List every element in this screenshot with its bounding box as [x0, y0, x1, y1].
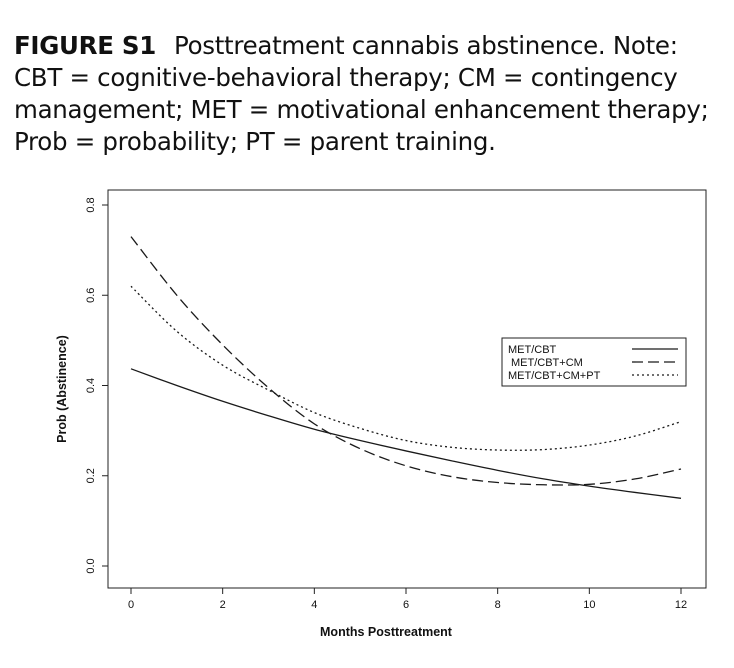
- legend-label: MET/CBT: [508, 344, 557, 356]
- x-tick-label: 4: [311, 599, 317, 611]
- caption-text: Posttreatment cannabis abstinence. Note:…: [14, 31, 709, 156]
- y-tick-label: 0.2: [85, 468, 97, 483]
- x-tick-label: 0: [128, 599, 134, 611]
- x-tick-label: 2: [220, 599, 226, 611]
- series-line-3: [130, 285, 682, 451]
- y-axis: 0.0 0.2 0.4 0.6 0.8: [85, 197, 109, 574]
- figure-caption: FIGURE S1 Posttreatment cannabis abstinen…: [14, 30, 724, 158]
- series-line-1: [130, 368, 682, 499]
- x-tick-label: 12: [675, 599, 687, 611]
- x-tick-label: 10: [583, 599, 595, 611]
- y-tick-label: 0.4: [85, 378, 97, 393]
- series-line-2: [130, 236, 682, 486]
- x-tick-label: 6: [403, 599, 409, 611]
- x-axis-label: Months Posttreatment: [320, 625, 453, 639]
- legend-label: MET/CBT+CM: [511, 357, 583, 369]
- y-tick-label: 0.0: [85, 558, 97, 573]
- y-tick-label: 0.8: [85, 197, 97, 212]
- y-axis-label: Prob (Abstinence): [55, 335, 69, 443]
- plot-frame: [107, 189, 707, 589]
- figure-label: FIGURE S1: [14, 31, 156, 60]
- series-lines: [130, 236, 682, 499]
- y-tick-label: 0.6: [85, 288, 97, 303]
- legend-label: MET/CBT+CM+PT: [508, 370, 601, 382]
- x-tick-label: 8: [495, 599, 501, 611]
- x-axis: 0 2 4 6 8 10 12: [128, 587, 687, 611]
